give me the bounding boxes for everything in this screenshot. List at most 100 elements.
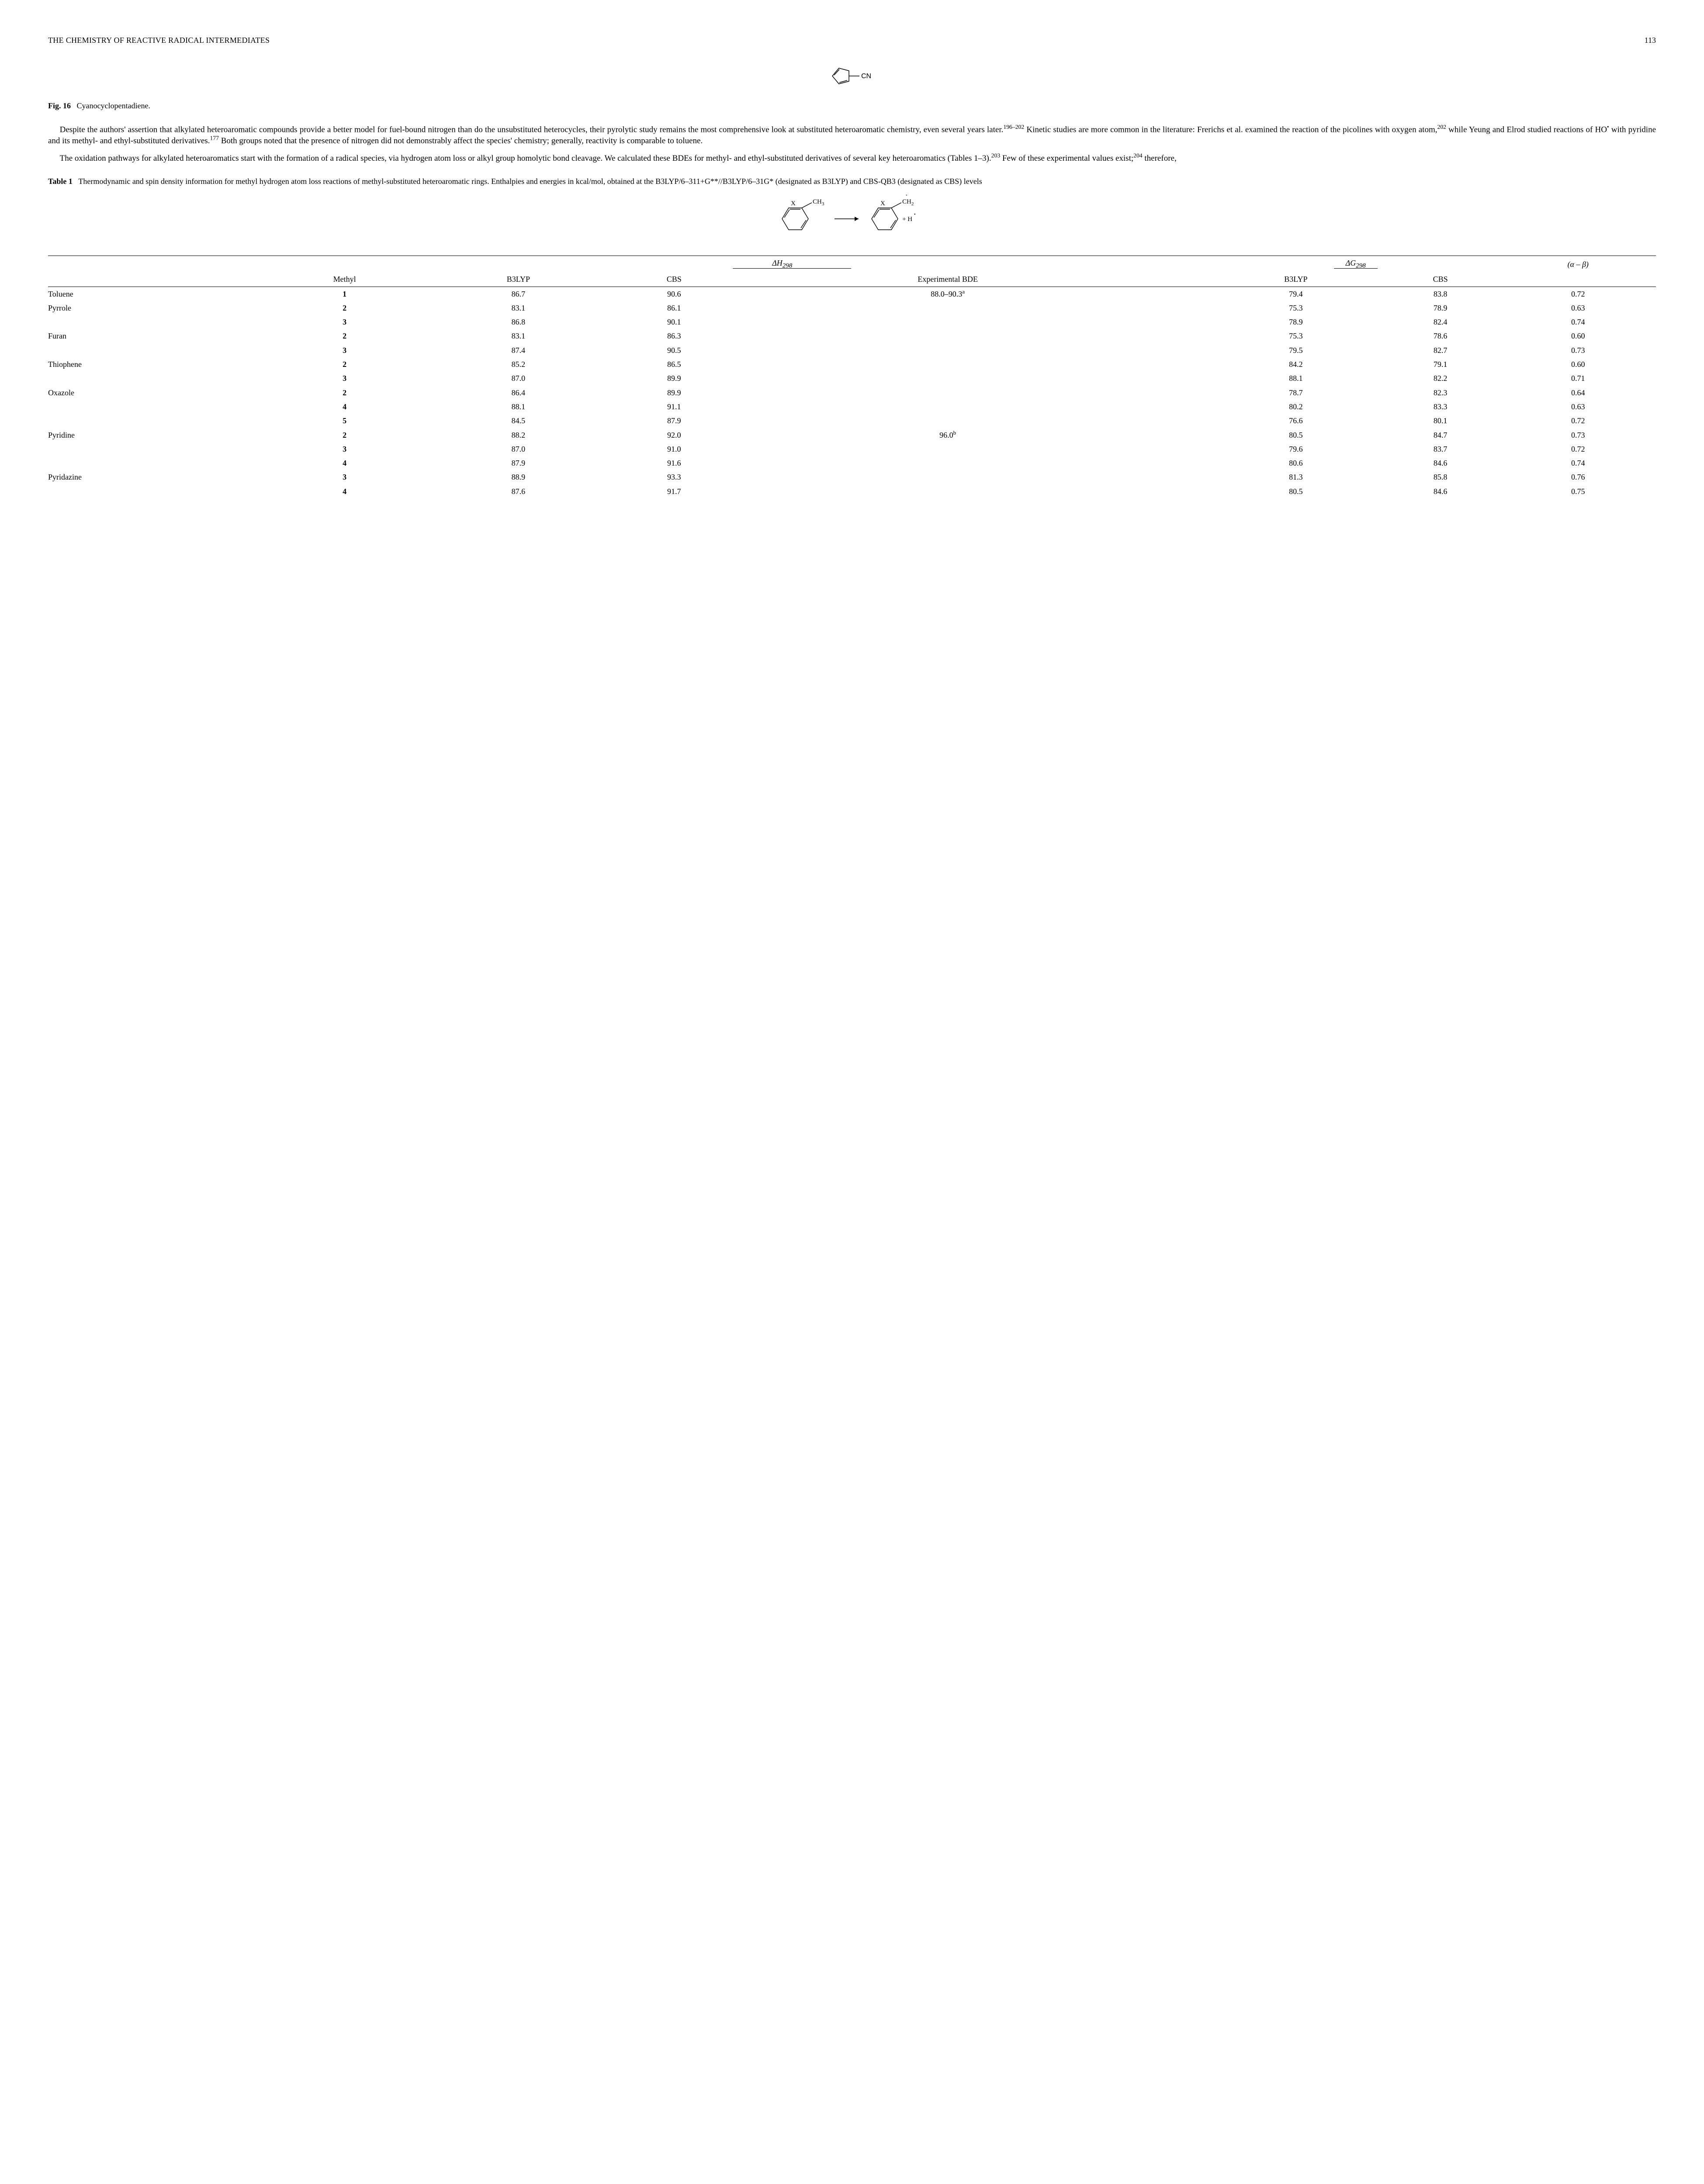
methyl-position: 2 bbox=[262, 428, 427, 442]
p1-s2a: while Yeung and Elrod studied reactions … bbox=[1446, 125, 1607, 135]
cell-experimental bbox=[738, 301, 1157, 315]
cell-dh_b3: 83.1 bbox=[427, 329, 610, 343]
cell-dg_cbs: 85.8 bbox=[1381, 470, 1500, 484]
cell-dh_b3: 88.9 bbox=[427, 470, 610, 484]
methyl-position: 2 bbox=[262, 329, 427, 343]
cell-dg_b3: 75.3 bbox=[1211, 301, 1381, 315]
spacer-cell bbox=[1157, 400, 1211, 414]
figure-16: CN bbox=[48, 63, 1656, 93]
cell-dg_cbs: 84.6 bbox=[1381, 484, 1500, 498]
table-1: ΔH298 ΔG298 (α – β) Methyl B3LYP CBS Exp… bbox=[48, 256, 1656, 498]
cell-dg_cbs: 79.1 bbox=[1381, 357, 1500, 371]
cell-experimental bbox=[738, 484, 1157, 498]
cell-dg_b3: 81.3 bbox=[1211, 470, 1381, 484]
cell-experimental bbox=[738, 329, 1157, 343]
p1-s1a: Despite the authors' assertion that alky… bbox=[60, 125, 1004, 135]
cell-dg_b3: 80.5 bbox=[1211, 428, 1381, 442]
methyl-position: 2 bbox=[262, 357, 427, 371]
table-row: Oxazole286.489.9 78.782.30.64 bbox=[48, 386, 1656, 400]
cell-dh_b3: 88.2 bbox=[427, 428, 610, 442]
p2-s1: The oxidation pathways for alkylated het… bbox=[60, 154, 991, 163]
methyl-position: 3 bbox=[262, 315, 427, 329]
cell-dg_cbs: 83.3 bbox=[1381, 400, 1500, 414]
cn-label: CN bbox=[861, 73, 871, 80]
methyl-position: 4 bbox=[262, 456, 427, 470]
compound-name: Pyrrole bbox=[48, 301, 262, 315]
cell-dg_b3: 79.6 bbox=[1211, 442, 1381, 456]
p2-sup2: 204 bbox=[1133, 152, 1143, 159]
table-1-caption: Table 1 Thermodynamic and spin density i… bbox=[48, 176, 1656, 187]
cell-dh_cbs: 93.3 bbox=[610, 470, 738, 484]
cell-experimental bbox=[738, 442, 1157, 456]
table-caption-text: Thermodynamic and spin density informati… bbox=[78, 177, 982, 186]
cell-dg_cbs: 84.6 bbox=[1381, 456, 1500, 470]
reaction-scheme-icon: X CH3 X • CH2 + H • bbox=[769, 195, 935, 243]
compound-name bbox=[48, 400, 262, 414]
table-row: Furan283.186.3 75.378.60.60 bbox=[48, 329, 1656, 343]
compound-name bbox=[48, 371, 262, 385]
cell-dg_b3: 78.9 bbox=[1211, 315, 1381, 329]
svg-text:X: X bbox=[880, 200, 885, 207]
cell-dh_cbs: 87.9 bbox=[610, 414, 738, 428]
cell-ab: 0.73 bbox=[1500, 343, 1656, 357]
cell-experimental bbox=[738, 386, 1157, 400]
cell-ab: 0.73 bbox=[1500, 428, 1656, 442]
cell-dg_b3: 75.3 bbox=[1211, 329, 1381, 343]
table-row: Pyridine288.292.096.0b 80.584.70.73 bbox=[48, 428, 1656, 442]
cell-dg_cbs: 80.1 bbox=[1381, 414, 1500, 428]
running-head: THE CHEMISTRY OF REACTIVE RADICAL INTERM… bbox=[48, 35, 270, 45]
p2-sup1: 203 bbox=[991, 152, 1001, 159]
cell-dg_b3: 76.6 bbox=[1211, 414, 1381, 428]
page-header: THE CHEMISTRY OF REACTIVE RADICAL INTERM… bbox=[48, 35, 1656, 45]
svg-text:CH3: CH3 bbox=[813, 198, 824, 207]
methyl-position: 3 bbox=[262, 470, 427, 484]
table-row: 387.089.9 88.182.20.71 bbox=[48, 371, 1656, 385]
cell-dg_b3: 88.1 bbox=[1211, 371, 1381, 385]
cell-dh_cbs: 86.1 bbox=[610, 301, 738, 315]
cell-dh_cbs: 89.9 bbox=[610, 386, 738, 400]
spacer-cell bbox=[1157, 428, 1211, 442]
cell-dh_cbs: 86.3 bbox=[610, 329, 738, 343]
table-header-row-2: Methyl B3LYP CBS Experimental BDE B3LYP … bbox=[48, 272, 1656, 287]
table-header-row-1: ΔH298 ΔG298 (α – β) bbox=[48, 256, 1656, 272]
cell-experimental: 96.0b bbox=[738, 428, 1157, 442]
methyl-position: 2 bbox=[262, 301, 427, 315]
methyl-position: 2 bbox=[262, 386, 427, 400]
figure-16-caption: Fig. 16 Cyanocyclopentadiene. bbox=[48, 100, 1656, 111]
paragraph-1: Despite the authors' assertion that alky… bbox=[48, 123, 1656, 147]
table-row: 387.091.0 79.683.70.72 bbox=[48, 442, 1656, 456]
spacer-cell bbox=[1157, 414, 1211, 428]
cell-dg_b3: 79.5 bbox=[1211, 343, 1381, 357]
cell-dg_cbs: 83.7 bbox=[1381, 442, 1500, 456]
cell-dh_cbs: 91.1 bbox=[610, 400, 738, 414]
spacer-cell bbox=[1157, 343, 1211, 357]
cell-dg_b3: 80.5 bbox=[1211, 484, 1381, 498]
svg-text:•: • bbox=[906, 195, 907, 198]
cyclopentadiene-cn-icon: CN bbox=[824, 63, 880, 89]
methyl-position: 3 bbox=[262, 343, 427, 357]
table-row: 487.691.7 80.584.60.75 bbox=[48, 484, 1656, 498]
spacer-cell bbox=[1157, 329, 1211, 343]
compound-name: Oxazole bbox=[48, 386, 262, 400]
cell-dh_cbs: 90.5 bbox=[610, 343, 738, 357]
col-methyl: Methyl bbox=[262, 272, 427, 287]
spacer-cell bbox=[1157, 470, 1211, 484]
cell-dh_b3: 87.9 bbox=[427, 456, 610, 470]
col-dg-cbs: CBS bbox=[1381, 272, 1500, 287]
cell-dh_cbs: 91.7 bbox=[610, 484, 738, 498]
cell-dh_b3: 84.5 bbox=[427, 414, 610, 428]
methyl-position: 1 bbox=[262, 287, 427, 301]
p1-s3: Both groups noted that the presence of n… bbox=[219, 136, 703, 145]
cell-dg_cbs: 82.4 bbox=[1381, 315, 1500, 329]
methyl-position: 5 bbox=[262, 414, 427, 428]
cell-dg_b3: 78.7 bbox=[1211, 386, 1381, 400]
cell-dg_cbs: 78.9 bbox=[1381, 301, 1500, 315]
cell-dh_cbs: 90.6 bbox=[610, 287, 738, 301]
table-row: Toluene186.790.688.0–90.3a 79.483.80.72 bbox=[48, 287, 1656, 301]
cell-dg_cbs: 82.2 bbox=[1381, 371, 1500, 385]
page-number: 113 bbox=[1645, 35, 1656, 45]
table-row: Pyrrole283.186.1 75.378.90.63 bbox=[48, 301, 1656, 315]
compound-name bbox=[48, 343, 262, 357]
cell-dh_b3: 87.0 bbox=[427, 442, 610, 456]
paragraph-2: The oxidation pathways for alkylated het… bbox=[48, 153, 1656, 164]
